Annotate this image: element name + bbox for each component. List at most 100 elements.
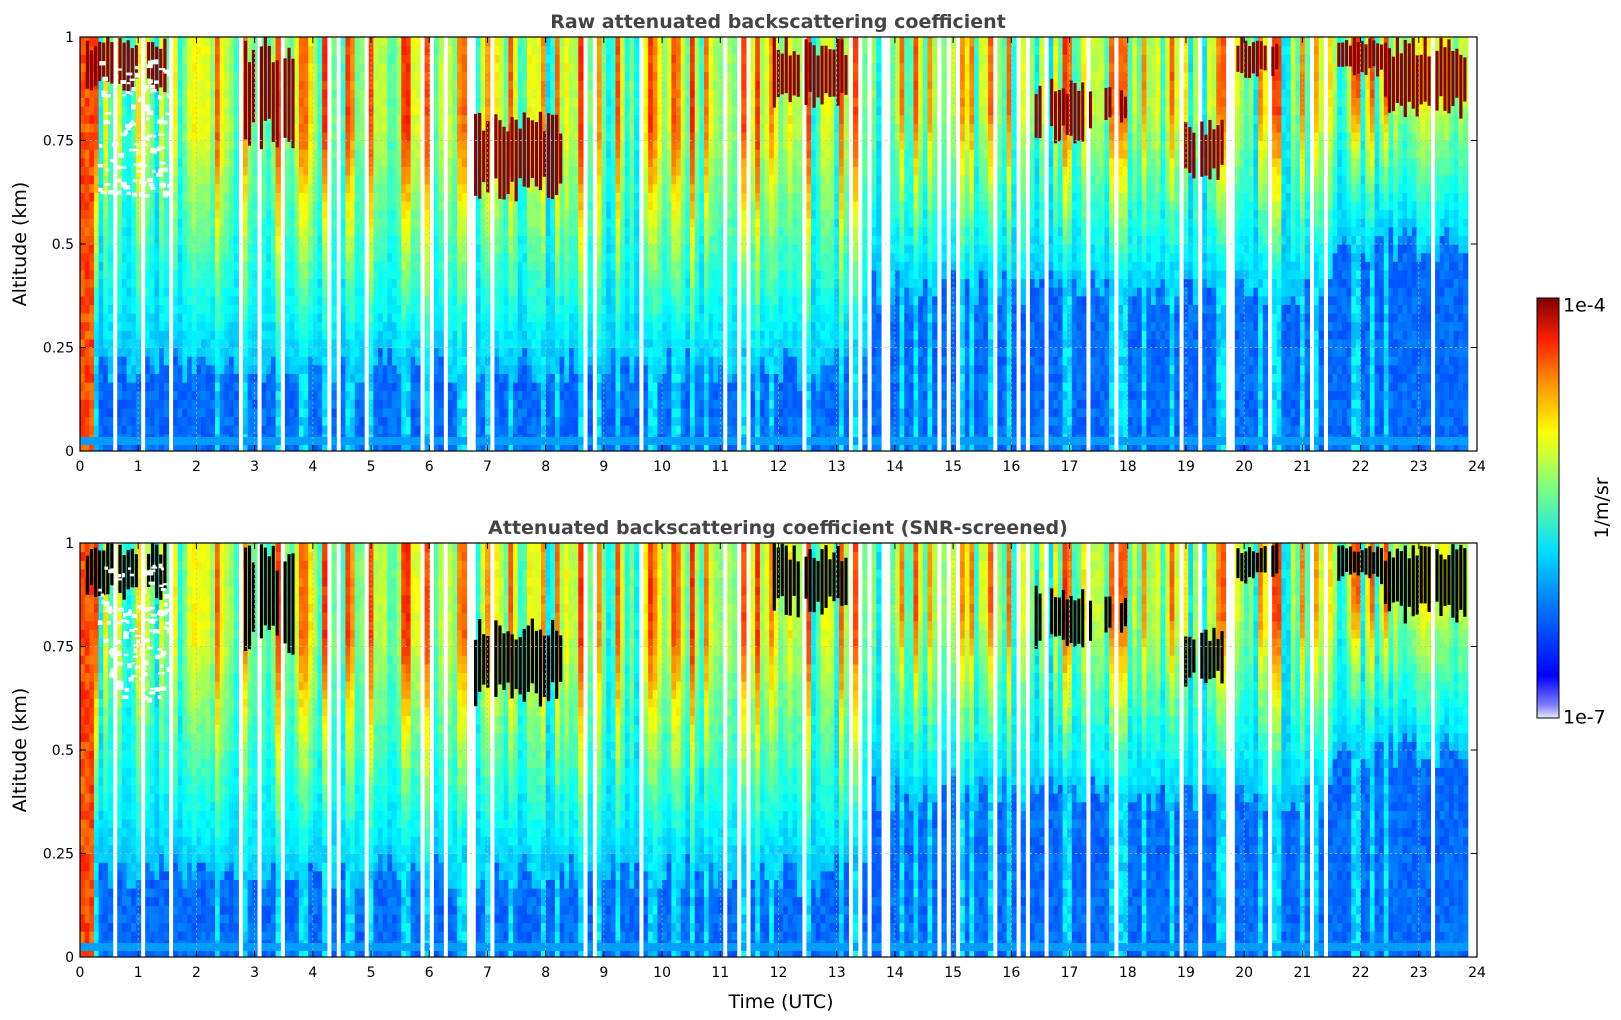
heatmap-cell <box>508 442 514 451</box>
heatmap-cell <box>433 149 440 159</box>
heatmap-cell <box>182 390 188 400</box>
heatmap-cell <box>405 235 412 245</box>
heatmap-cell <box>149 373 156 383</box>
heatmap-cell <box>564 416 570 426</box>
heatmap-cell <box>177 373 184 383</box>
heatmap-cell <box>242 407 249 418</box>
heatmap-cell <box>224 54 230 64</box>
heatmap-cell <box>84 382 90 392</box>
heatmap-cell <box>522 54 528 64</box>
heatmap-cell <box>475 62 482 73</box>
heatmap-cell <box>596 321 603 331</box>
heatmap-cell <box>396 54 402 64</box>
heatmap-cell <box>103 131 109 142</box>
heatmap-cell <box>392 416 398 426</box>
heatmap-cell <box>312 123 319 133</box>
heatmap-cell <box>587 209 593 219</box>
heatmap-cell <box>568 54 575 64</box>
heatmap-cell <box>187 114 193 124</box>
heatmap-cell <box>289 364 295 374</box>
heatmap-cell <box>303 140 309 150</box>
heatmap-cell <box>98 226 104 236</box>
heatmap-cell <box>541 175 547 185</box>
heatmap-cell <box>205 416 211 426</box>
heatmap-cell <box>452 442 458 451</box>
heatmap-cell <box>354 373 360 383</box>
heatmap-cell <box>80 373 86 383</box>
heatmap-cell <box>117 287 123 297</box>
heatmap-cell <box>536 244 542 254</box>
heatmap-cell <box>210 200 216 211</box>
heatmap-cell <box>145 278 151 288</box>
heatmap-cell <box>84 437 90 445</box>
heatmap-cell <box>298 62 305 73</box>
heatmap-cell <box>513 321 519 331</box>
heatmap-cell <box>322 356 328 366</box>
heatmap-cell <box>117 192 123 202</box>
heatmap-cell <box>392 313 398 323</box>
heatmap-cell <box>508 364 514 374</box>
heatmap-cell <box>503 106 510 116</box>
heatmap-cell <box>205 80 211 90</box>
heatmap-cell <box>527 209 533 219</box>
heatmap-cell <box>494 106 500 116</box>
heatmap-cell <box>312 399 319 409</box>
heatmap-cell <box>545 71 551 81</box>
heatmap-cell <box>294 54 300 64</box>
heatmap-cell <box>517 252 523 262</box>
heatmap-cell <box>210 338 216 349</box>
heatmap-cell <box>233 304 239 314</box>
heatmap-cell <box>191 114 198 124</box>
heatmap-cell <box>568 80 575 90</box>
heatmap-cell <box>196 88 202 98</box>
heatmap-cell <box>340 71 347 81</box>
heatmap-cell <box>415 330 421 340</box>
heatmap-cell <box>536 97 542 107</box>
heatmap-cell <box>494 88 500 98</box>
heatmap-cell <box>615 269 621 280</box>
heatmap-cell <box>210 244 216 254</box>
heatmap-cell <box>191 399 198 409</box>
heatmap-cell <box>289 269 295 280</box>
heatmap-cell <box>452 437 458 445</box>
heatmap-cell <box>177 88 184 98</box>
heatmap-cell <box>159 37 165 47</box>
heatmap-cell <box>303 244 309 254</box>
heatmap-cell <box>210 295 216 305</box>
heatmap-cell <box>98 37 104 47</box>
heatmap-cell <box>340 149 347 159</box>
heatmap-cell <box>359 157 365 167</box>
heatmap-cell <box>573 295 579 305</box>
heatmap-cell <box>392 97 398 107</box>
heatmap-cell <box>93 244 100 254</box>
heatmap-cell <box>284 416 291 426</box>
heatmap-cell <box>191 235 198 245</box>
heatmap-cell <box>610 278 617 288</box>
heatmap-cell <box>317 192 323 202</box>
heatmap-cell <box>93 88 100 98</box>
heatmap-cell <box>382 131 388 142</box>
heatmap-cell <box>541 261 547 271</box>
heatmap-cell <box>578 278 584 288</box>
heatmap-cell <box>573 45 579 55</box>
heatmap-cell <box>191 123 198 133</box>
heatmap-cell <box>527 313 533 323</box>
heatmap-cell <box>215 192 221 202</box>
heatmap-cell <box>615 252 621 262</box>
heatmap-cell <box>452 54 458 64</box>
heatmap-cell <box>224 364 230 374</box>
heatmap-cell <box>457 106 463 116</box>
heatmap-cell <box>405 261 412 271</box>
heatmap-cell <box>378 71 384 81</box>
heatmap-cell <box>303 330 309 340</box>
heatmap-cell <box>503 37 510 47</box>
heatmap-cell <box>93 157 100 167</box>
heatmap-cell <box>163 347 170 357</box>
heatmap-cell <box>224 416 230 426</box>
heatmap-cell <box>615 97 621 107</box>
heatmap-cell <box>308 218 314 228</box>
heatmap-cell <box>229 295 235 305</box>
heatmap-cell <box>191 209 198 219</box>
heatmap-cell <box>541 62 547 73</box>
heatmap-cell <box>368 131 374 142</box>
